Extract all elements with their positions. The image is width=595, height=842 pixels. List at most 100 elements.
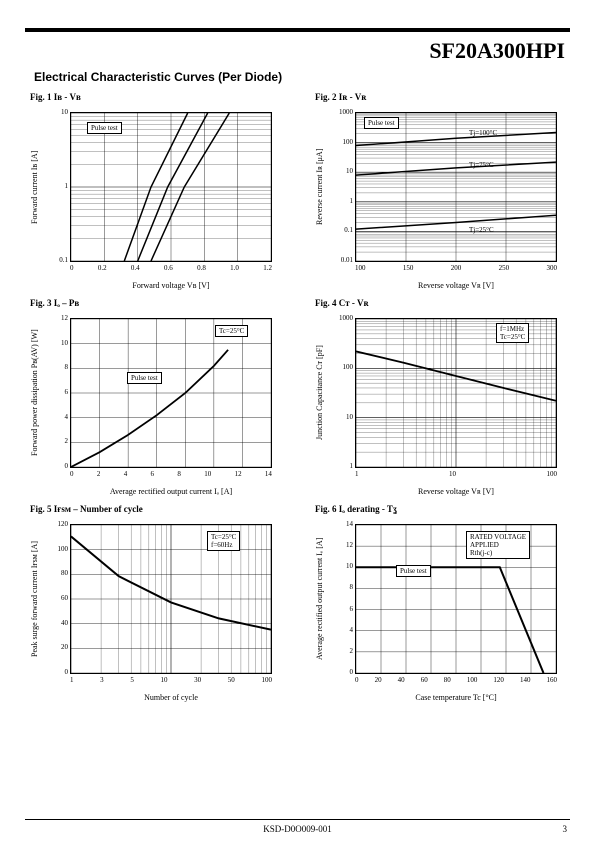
tick-label: 5	[130, 676, 134, 686]
tick-label: 140	[520, 676, 531, 686]
x-ticks: 0 0.2 0.4 0.6 0.8 1.0 1.2	[70, 264, 272, 274]
chart-cell: Fig. 3 Iₒ – Pʙ Forward power dissipation …	[30, 298, 280, 500]
tick-label: 40	[44, 619, 68, 627]
x-axis-label: Reverse voltage Vʀ [V]	[355, 487, 557, 496]
tick-label: 40	[398, 676, 405, 686]
chart-row: Fig. 5 Iғѕм – Number of cycle Peak surge …	[30, 504, 565, 706]
chart-annotation: Tj=100°C	[466, 128, 500, 138]
x-ticks: 135103050100	[70, 676, 272, 686]
plot-area: f=1MHz Tc=25°C	[355, 318, 557, 468]
tick-label: 0	[70, 470, 74, 480]
tick-label: 10	[204, 470, 211, 480]
x-axis-label: Average rectified output current Iₒ [A]	[70, 487, 272, 496]
chart-cell: Fig. 5 Iғѕм – Number of cycle Peak surge …	[30, 504, 280, 706]
tick-label: 2	[329, 647, 353, 655]
tick-label: 8	[44, 363, 68, 371]
chart-box: Peak surge forward current Iғѕм [A]120 10…	[30, 516, 280, 706]
footer-rule	[25, 819, 570, 820]
tick-label: 1	[44, 182, 68, 190]
tick-label: 0.8	[197, 264, 206, 274]
tick-label: 10	[44, 108, 68, 116]
chart-annotation: Tc=25°C	[215, 325, 248, 337]
tick-label: 60	[421, 676, 428, 686]
tick-label: 30	[194, 676, 201, 686]
tick-label: 0.6	[164, 264, 173, 274]
y-axis-label: Forward current Iʙ [A]	[30, 112, 42, 262]
x-axis-label: Number of cycle	[70, 693, 272, 702]
y-axis-label: Forward power dissipation Pʙ(AV) [W]	[30, 318, 42, 468]
tick-label: 1	[355, 470, 359, 480]
tick-label: 1.2	[263, 264, 272, 274]
x-axis-label: Forward voltage Vʙ [V]	[70, 281, 272, 290]
chart-cell: Fig. 6 Iₒ derating - Tʓ Average rectified…	[315, 504, 565, 706]
figure-title: Fig. 3 Iₒ – Pʙ	[30, 298, 280, 308]
chart-box: Forward current Iʙ [A]1010.1Pulse test00…	[30, 104, 280, 294]
chart-box: Reverse current Iʀ [μA]10001001010.10.01…	[315, 104, 565, 294]
tick-label: 10	[329, 562, 353, 570]
tick-label: 100	[329, 363, 353, 371]
tick-label: 10	[44, 339, 68, 347]
tick-label: 2	[44, 437, 68, 445]
tick-label: 1000	[329, 314, 353, 322]
chart-annotation: Tj=25°C	[466, 225, 497, 235]
tick-label: 0.1	[329, 226, 353, 234]
tick-label: 80	[44, 569, 68, 577]
y-axis-label: Average rectified output current Iₒ [A]	[315, 524, 327, 674]
tick-label: 80	[444, 676, 451, 686]
footer-page-number: 3	[563, 824, 568, 834]
tick-label: 0.4	[131, 264, 140, 274]
plot-area: RATED VOLTAGE APPLIED Rth(j-c)Pulse test	[355, 524, 557, 674]
header-rule	[25, 28, 570, 32]
tick-label: 0	[44, 668, 68, 676]
tick-label: 1.0	[230, 264, 239, 274]
chart-annotation: Tc=25°C f=60Hz	[207, 531, 240, 551]
y-axis-label: Peak surge forward current Iғѕм [A]	[30, 524, 42, 674]
tick-label: 4	[329, 626, 353, 634]
y-ticks: 14121086420	[329, 520, 353, 676]
chart-annotation: Tj=75°C	[466, 160, 497, 170]
figure-title: Fig. 2 Iʀ - Vʀ	[315, 92, 565, 102]
y-axis-label: Junction Capacitance Cᴛ [pF]	[315, 318, 327, 468]
plot-area: Pulse test Tj=100°C Tj=75°C Tj=25°C	[355, 112, 557, 262]
tick-label: 0.01	[329, 256, 353, 264]
tick-label: 200	[451, 264, 462, 274]
tick-label: 12	[329, 541, 353, 549]
tick-label: 0.2	[98, 264, 107, 274]
chart-cell: Fig. 4 Cᴛ - Vʀ Junction Capacitance Cᴛ [p…	[315, 298, 565, 500]
plot-area: Pulse test	[70, 112, 272, 262]
y-ticks: 120100806040200	[44, 520, 68, 676]
tick-label: 4	[44, 413, 68, 421]
tick-label: 14	[265, 470, 272, 480]
x-ticks: 02468101214	[70, 470, 272, 480]
charts-grid: Fig. 1 Iʙ - VʙForward current Iʙ [A]1010…	[30, 92, 565, 802]
chart-box: Average rectified output current Iₒ [A]1…	[315, 516, 565, 706]
tick-label: 0	[70, 264, 74, 274]
figure-title: Fig. 5 Iғѕм – Number of cycle	[30, 504, 280, 514]
chart-row: Fig. 1 Iʙ - VʙForward current Iʙ [A]1010…	[30, 92, 565, 294]
tick-label: 100	[467, 676, 478, 686]
tick-label: 10	[449, 470, 456, 480]
chart-cell: Fig. 2 Iʀ - VʀReverse current Iʀ [μA]100…	[315, 92, 565, 294]
tick-label: 300	[547, 264, 558, 274]
figure-title: Fig. 4 Cᴛ - Vʀ	[315, 298, 565, 308]
plot-area: Tc=25°C f=60Hz	[70, 524, 272, 674]
y-ticks: 1000100101	[329, 314, 353, 470]
tick-label: 50	[228, 676, 235, 686]
tick-label: 120	[493, 676, 504, 686]
tick-label: 0	[329, 668, 353, 676]
tick-label: 6	[151, 470, 155, 480]
figure-title: Fig. 6 Iₒ derating - Tʓ	[315, 504, 565, 514]
x-axis-label: Reverse voltage Vʀ [V]	[355, 281, 557, 290]
tick-label: 10	[160, 676, 167, 686]
tick-label: 6	[329, 605, 353, 613]
x-ticks: 110100	[355, 470, 557, 480]
chart-annotation: Pulse test	[87, 122, 122, 134]
tick-label: 14	[329, 520, 353, 528]
tick-label: 120	[44, 520, 68, 528]
y-ticks: 10001001010.10.01	[329, 108, 353, 264]
tick-label: 150	[403, 264, 414, 274]
chart-row: Fig. 3 Iₒ – Pʙ Forward power dissipation …	[30, 298, 565, 500]
tick-label: 1	[329, 197, 353, 205]
y-axis-label: Reverse current Iʀ [μA]	[315, 112, 327, 262]
chart-annotation: Pulse test	[364, 117, 399, 129]
